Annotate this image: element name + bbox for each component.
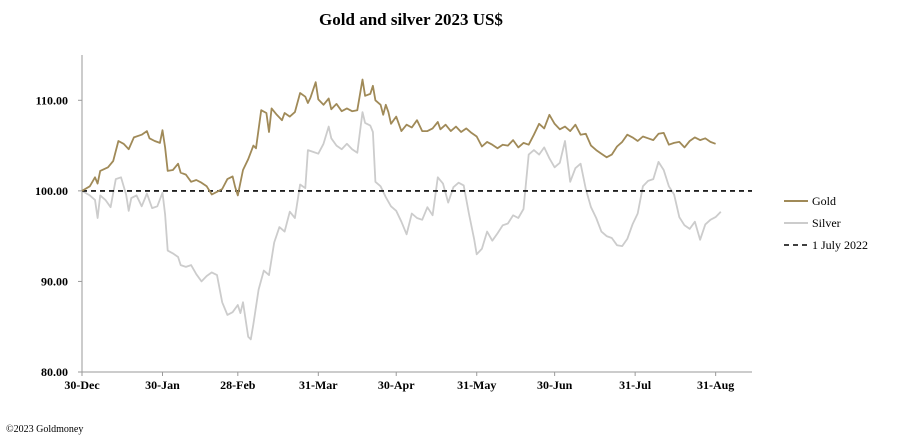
x-tick-label: 30-Dec [64,378,100,392]
x-tick-label: 31-Jul [619,378,652,392]
legend-label-silver: Silver [812,216,841,230]
x-tick-label: 30-Jan [145,378,180,392]
copyright-footer: ©2023 Goldmoney [6,424,84,435]
x-tick-label: 28-Feb [220,378,256,392]
chart-title: Gold and silver 2023 US$ [319,10,503,29]
series-line-silver [81,111,722,341]
y-tick-label: 90.00 [41,274,68,288]
x-tick-label: 30-Jun [537,378,573,392]
legend-label-gold: Gold [812,194,836,208]
y-tick-label: 110.00 [36,93,68,107]
x-tick-label: 30-Apr [378,378,415,392]
x-tick-label: 31-May [457,378,496,392]
y-tick-label: 80.00 [41,365,68,379]
x-tick-label: 31-Mar [299,378,338,392]
series-line-gold [81,78,716,197]
legend-label-1-july-2022: 1 July 2022 [812,238,868,252]
x-tick-label: 31-Aug [697,378,734,392]
y-tick-label: 100.00 [35,184,68,198]
